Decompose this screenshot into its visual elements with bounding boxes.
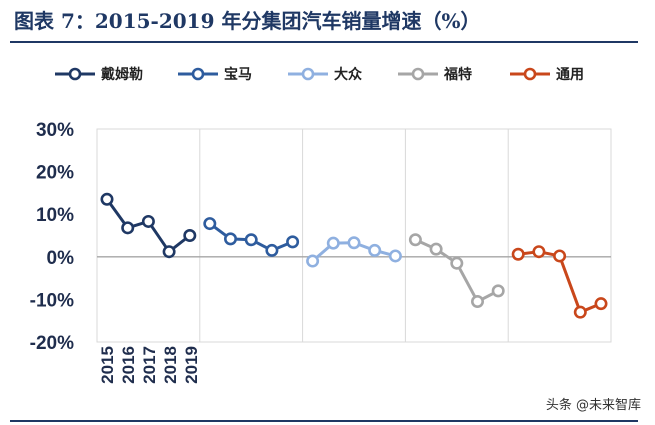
data-point xyxy=(511,247,525,261)
bottom-divider xyxy=(10,420,638,422)
data-point xyxy=(532,245,546,259)
plot-frame xyxy=(96,128,612,343)
data-point xyxy=(121,221,135,235)
data-point xyxy=(347,236,361,250)
data-point xyxy=(183,229,197,243)
data-point xyxy=(408,233,422,247)
y-tick-label: 10% xyxy=(36,205,74,226)
data-point xyxy=(286,235,300,249)
y-tick-label: -20% xyxy=(30,333,74,354)
data-point xyxy=(244,233,258,247)
data-point xyxy=(573,305,587,319)
y-tick-label: 20% xyxy=(36,163,74,184)
legend-label: 宝马 xyxy=(224,66,252,83)
data-point xyxy=(450,256,464,270)
data-point xyxy=(100,192,114,206)
legend-label: 大众 xyxy=(334,66,362,83)
legend-label: 福特 xyxy=(443,66,472,83)
x-tick-label: 2017 xyxy=(140,346,159,384)
legend-label: 通用 xyxy=(556,67,584,83)
data-point xyxy=(326,236,340,250)
data-point xyxy=(470,295,484,309)
data-point xyxy=(306,254,320,268)
y-tick-label: 30% xyxy=(36,120,74,141)
data-point xyxy=(141,214,155,228)
data-point xyxy=(162,245,176,259)
y-tick-label: 0% xyxy=(47,248,75,269)
data-point xyxy=(224,232,238,246)
data-point xyxy=(429,242,443,256)
data-point xyxy=(265,243,279,257)
data-point xyxy=(203,217,217,231)
legend-marker xyxy=(523,67,537,81)
legend-label: 戴姆勒 xyxy=(101,66,143,83)
x-tick-label: 2015 xyxy=(98,346,117,384)
data-point xyxy=(491,284,505,298)
legend-marker xyxy=(411,67,425,81)
data-point xyxy=(368,243,382,257)
legend-marker xyxy=(301,67,315,81)
data-point xyxy=(594,297,608,311)
series-line xyxy=(414,238,499,304)
data-point xyxy=(388,249,402,263)
chart-title: 图表 7：2015-2019 年分集团汽车销量增速（%） xyxy=(14,9,481,33)
watermark: 头条 @未来智库 xyxy=(545,398,641,413)
y-tick-label: -10% xyxy=(30,290,74,311)
x-tick-label: 2016 xyxy=(119,346,138,384)
x-tick-label: 2018 xyxy=(161,346,180,384)
data-point xyxy=(553,249,567,263)
legend-marker xyxy=(68,67,82,81)
legend-marker xyxy=(191,67,205,81)
x-tick-label: 2019 xyxy=(182,346,201,384)
title-divider xyxy=(10,41,638,43)
